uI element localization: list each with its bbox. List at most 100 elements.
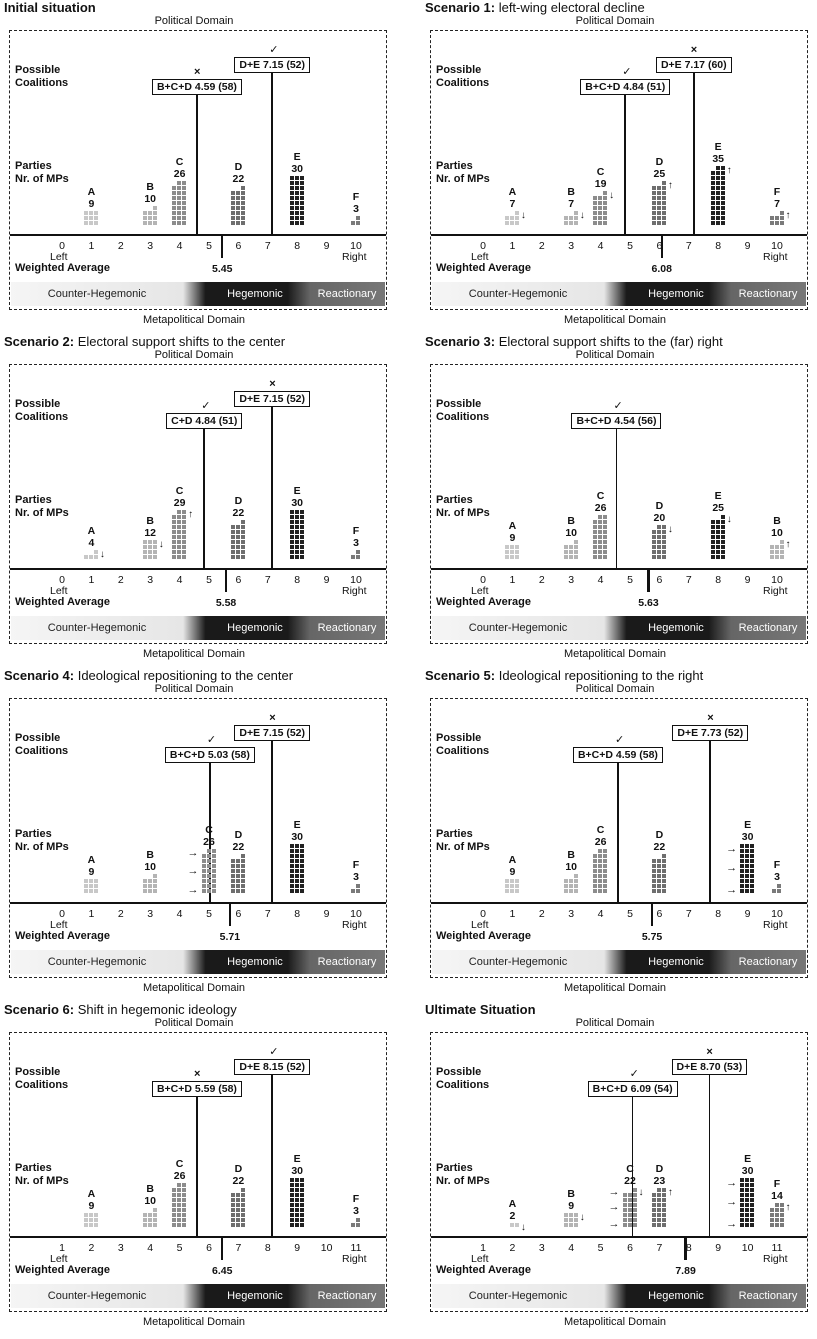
parties-line1: Parties (15, 828, 52, 840)
party-name: D (234, 161, 243, 173)
band-reactionary: Reactionary (738, 288, 798, 300)
left-label: Left (471, 919, 489, 931)
party-bar (142, 206, 157, 225)
party-bar (83, 1213, 98, 1227)
weighted-average-label: Weighted Average (436, 596, 531, 608)
parties-line2: Nr. of MPs (15, 507, 69, 519)
party-label: E 35 (708, 141, 728, 165)
coalition-line (203, 429, 206, 568)
axis-tick-label: 10 (350, 908, 362, 920)
party-mps: 30 (291, 497, 304, 509)
party-name: A (87, 1188, 96, 1200)
axis-tick-label: 9 (744, 908, 751, 920)
parties-line2: Nr. of MPs (436, 1175, 490, 1187)
panel-title-bold: Scenario 5: (425, 668, 496, 683)
coalition-box: D+E 7.15 (52) (234, 57, 311, 73)
possible-coalitions-line2: Coalitions (15, 77, 69, 89)
party-mps: 3 (353, 871, 359, 883)
party-name: E (293, 485, 301, 497)
political-domain-label: Political Domain (154, 1017, 234, 1029)
axis-tick-label: 6 (235, 240, 242, 252)
axis-tick-label: 4 (176, 574, 183, 586)
possible-coalitions-line2: Coalitions (436, 77, 490, 89)
party-mps: 30 (741, 831, 754, 843)
parties-line1: Parties (436, 1162, 473, 1174)
axis-tick-label: 1 (480, 1242, 486, 1254)
panel-title: Scenario 6: Shift in hegemonic ideology (4, 1002, 237, 1017)
party-mps: 3 (353, 537, 359, 549)
party-mps: 10 (565, 861, 578, 873)
party-bar (563, 874, 578, 893)
panel-title-rest: Ideological repositioning to the center (74, 668, 294, 683)
party-bar (172, 181, 187, 225)
coalition-box: D+E 7.17 (60) (655, 57, 732, 73)
political-domain-frame (9, 698, 387, 978)
cross-icon: × (690, 44, 698, 56)
axis-tick-label: 7 (685, 574, 692, 586)
party-name: A (508, 854, 517, 866)
x-axis (10, 234, 386, 236)
party-label: C 26 (170, 1158, 190, 1182)
party-name: A (508, 186, 517, 198)
check-icon: ✓ (613, 400, 623, 412)
check-icon: ✓ (206, 734, 217, 746)
party-label: E 30 (287, 151, 307, 175)
left-label: Left (471, 251, 489, 263)
party-name: B (567, 515, 575, 527)
party-name: C (596, 166, 605, 178)
panel-7: Scenario 6: Shift in hegemonic ideology P… (4, 1002, 404, 1337)
metapolitical-domain-label: Metapolitical Domain (142, 1316, 246, 1328)
parties-line1: Parties (15, 1162, 52, 1174)
axis-tick-label: 7 (264, 240, 271, 252)
shift-arrow-icon: → (726, 1196, 738, 1208)
party-mps: 20 (653, 512, 666, 524)
weighted-average-marker (224, 568, 228, 592)
party-label: E 30 (738, 1153, 758, 1177)
party-name: A (508, 1198, 517, 1210)
political-domain-frame (430, 30, 808, 310)
band-reactionary: Reactionary (738, 956, 798, 968)
cross-icon: × (269, 712, 276, 724)
party-mps: 9 (88, 198, 95, 210)
party-bar (563, 1213, 578, 1227)
possible-coalitions-line2: Coalitions (436, 745, 490, 757)
party-label: C 26 (170, 156, 190, 180)
coalition-box: D+E 8.15 (52) (234, 1059, 311, 1075)
axis-tick-label: 9 (323, 574, 330, 586)
weighted-average-label: Weighted Average (15, 596, 110, 608)
party-label: C 26 (199, 824, 219, 848)
band-hegemonic: Hegemonic (227, 622, 283, 634)
party-bar (740, 1178, 755, 1227)
axis-tick-label: 7 (685, 908, 692, 920)
axis-tick-label: 2 (538, 574, 545, 586)
political-domain-frame (430, 364, 808, 644)
shift-arrow-icon: → (187, 864, 199, 877)
metapolitical-band: Counter-Hegemonic Hegemonic Reactionary (432, 282, 806, 306)
down-arrow-icon: ↓ (520, 210, 526, 221)
party-mps: 30 (741, 1165, 754, 1177)
party-mps: 9 (568, 1200, 575, 1212)
parties-line2: Nr. of MPs (15, 173, 69, 185)
panel-8: Ultimate Situation Political Domain Possib… (425, 1002, 817, 1337)
political-domain-label: Political Domain (575, 349, 655, 361)
axis-tick-label: 1 (509, 908, 516, 920)
x-axis (10, 902, 386, 904)
panel-title-bold: Scenario 3: (425, 334, 496, 349)
possible-coalitions-line1: Possible (15, 64, 61, 76)
panel-6: Scenario 5: Ideological repositioning to… (425, 668, 817, 1003)
party-bar (351, 1218, 360, 1227)
weighted-average-label: Weighted Average (436, 1264, 531, 1276)
parties-nr-label: Parties Nr. of MPs (15, 1162, 69, 1188)
axis-tick-label: 8 (294, 908, 301, 920)
weighted-average-marker (660, 234, 663, 258)
axis-tick-label: 7 (685, 240, 692, 252)
left-label: Left (471, 585, 489, 597)
axis-tick-label: 1 (59, 1242, 65, 1254)
panel-5: Scenario 4: Ideological repositioning to… (4, 668, 404, 1003)
